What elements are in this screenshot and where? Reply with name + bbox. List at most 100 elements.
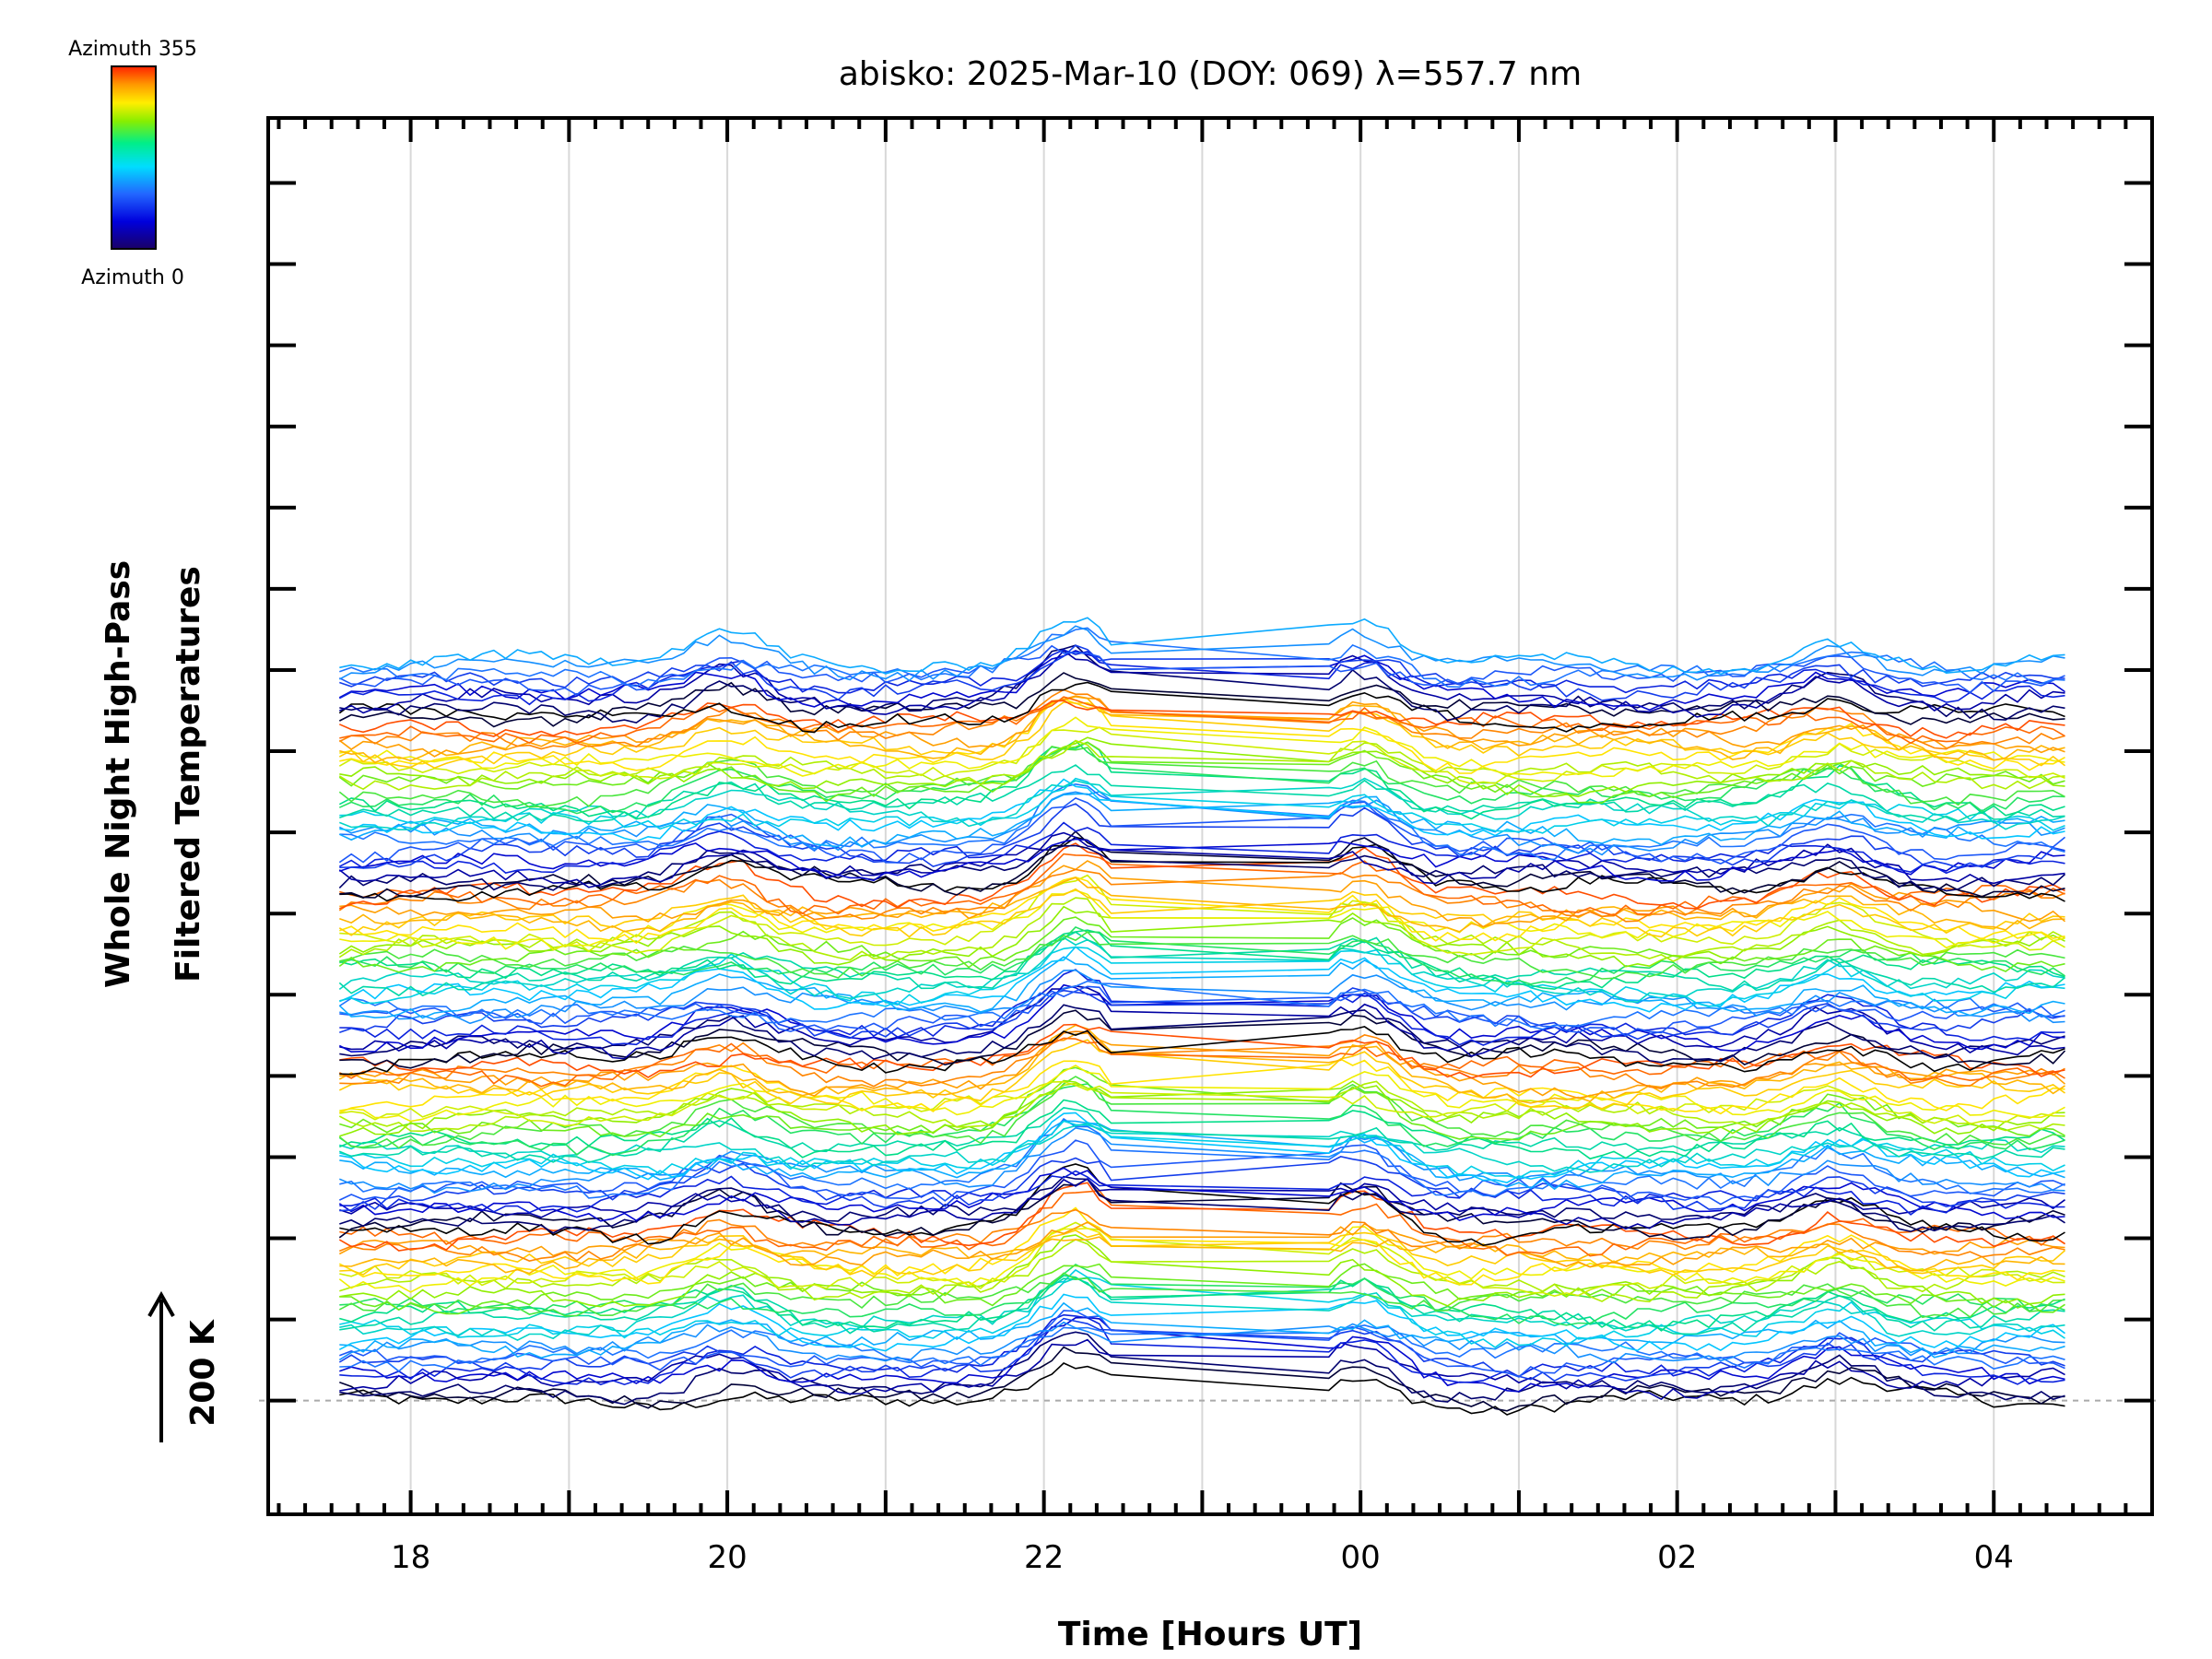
temperature-trace <box>339 1316 2065 1393</box>
temperature-trace <box>339 1009 2066 1069</box>
temperature-trace <box>338 821 2065 875</box>
temperature-trace <box>338 1099 2065 1160</box>
temperature-trace <box>339 876 2065 945</box>
temperature-trace <box>339 1170 2065 1216</box>
temperature-trace <box>338 983 2065 1053</box>
temperature-trace <box>338 1167 2065 1222</box>
x-tick-label: 18 <box>391 1539 430 1576</box>
temperature-trace <box>339 1236 2065 1275</box>
temperature-trace <box>338 831 2065 888</box>
temperature-trace <box>339 782 2065 861</box>
temperature-trace <box>339 1275 2065 1332</box>
temperature-trace <box>338 741 2065 805</box>
temperature-trace <box>339 803 2065 869</box>
temperature-trace <box>338 746 2065 808</box>
temperature-trace <box>338 796 2066 865</box>
temperature-trace <box>338 1226 2065 1293</box>
temperature-trace <box>338 1139 2065 1206</box>
colorbar-top-label: Azimuth 355 <box>68 38 197 61</box>
temperature-trace <box>339 969 2065 1046</box>
temperature-trace <box>339 764 2065 823</box>
temperature-trace <box>339 1301 2065 1359</box>
temperature-trace <box>338 936 2065 1004</box>
temperature-trace <box>339 1324 2065 1372</box>
temperature-traces <box>338 617 2066 1416</box>
temperature-trace <box>338 700 2065 739</box>
temperature-trace <box>339 1234 2065 1308</box>
temperature-trace <box>339 736 2065 798</box>
x-tick-label: 22 <box>1024 1539 1064 1576</box>
temperature-trace <box>339 1026 2065 1076</box>
temperature-trace <box>339 1023 2065 1079</box>
y-axis-label-line-1: Whole Night High-Pass <box>100 560 137 988</box>
temperature-trace <box>339 696 2065 764</box>
temperature-trace <box>339 838 2065 882</box>
scale-label: 200 K <box>184 1319 222 1427</box>
temperature-trace <box>339 1156 2065 1212</box>
temperature-trace <box>338 1272 2065 1319</box>
temperature-trace <box>339 1313 2065 1386</box>
x-tick-label: 00 <box>1341 1539 1381 1576</box>
chart-title: abisko: 2025-Mar-10 (DOY: 069) λ=557.7 n… <box>839 55 1582 93</box>
temperature-trace <box>339 1065 2065 1123</box>
temperature-trace <box>338 1206 2065 1286</box>
temperature-trace <box>338 905 2065 968</box>
temperature-trace <box>339 925 2065 985</box>
temperature-trace <box>338 644 2065 696</box>
temperature-trace <box>338 681 2065 734</box>
temperature-trace <box>339 1112 2065 1183</box>
plot-frame <box>266 116 2154 1516</box>
temperature-trace <box>339 778 2065 842</box>
temperature-trace <box>338 1107 2065 1163</box>
x-tick-label: 20 <box>707 1539 747 1576</box>
temperature-trace <box>338 888 2065 938</box>
temperature-trace <box>338 956 2065 1019</box>
temperature-trace <box>338 1293 2065 1352</box>
temperature-trace <box>338 1126 2065 1194</box>
temperature-trace <box>338 1037 2065 1088</box>
temperature-trace <box>339 627 2065 688</box>
temperature-trace <box>338 649 2065 706</box>
temperature-trace <box>338 1080 2065 1133</box>
temperature-trace <box>339 1230 2066 1278</box>
temperature-trace <box>338 1076 2065 1149</box>
temperature-trace <box>339 929 2065 991</box>
temperature-trace <box>338 897 2065 963</box>
temperature-trace <box>339 853 2065 917</box>
temperature-trace <box>339 1066 2065 1141</box>
temperature-trace <box>338 1178 2065 1241</box>
temperature-trace <box>339 1030 2065 1089</box>
temperature-trace <box>339 1058 2065 1115</box>
temperature-trace <box>338 1317 2065 1382</box>
temperature-trace <box>338 625 2065 682</box>
temperature-trace <box>339 1177 2065 1230</box>
temperature-trace <box>338 868 2065 923</box>
temperature-trace <box>339 985 2065 1037</box>
axis-ticks <box>268 118 2154 1514</box>
temperature-trace <box>339 877 2065 933</box>
x-axis-label: Time [Hours UT] <box>1058 1616 1362 1653</box>
temperature-trace <box>339 1268 2065 1348</box>
temperature-trace <box>339 1264 2065 1326</box>
temperature-trace <box>338 1221 2065 1268</box>
temperature-trace <box>339 946 2065 1008</box>
colorbar-bottom-label: Azimuth 0 <box>81 266 184 289</box>
azimuth-colorbar: Azimuth 355 Azimuth 0 <box>68 38 197 289</box>
temperature-trace <box>339 987 2065 1041</box>
temperature-trace <box>339 1362 2065 1416</box>
temperature-trace <box>339 889 2065 951</box>
temperature-trace <box>339 1239 2065 1303</box>
temperature-trace <box>339 1117 2065 1199</box>
temperature-trace <box>339 1080 2065 1127</box>
temperature-trace <box>339 1338 2065 1401</box>
temperature-trace <box>338 793 2065 848</box>
temperature-trace <box>339 617 2065 676</box>
temperature-trace <box>338 739 2065 791</box>
x-tick-label: 04 <box>1974 1539 2014 1576</box>
temperature-trace <box>338 688 2065 750</box>
temperature-trace <box>339 1031 2066 1100</box>
x-tick-label: 02 <box>1657 1539 1697 1576</box>
temperature-trace <box>338 916 2065 973</box>
scale-indicator: 200 K <box>147 1290 222 1442</box>
